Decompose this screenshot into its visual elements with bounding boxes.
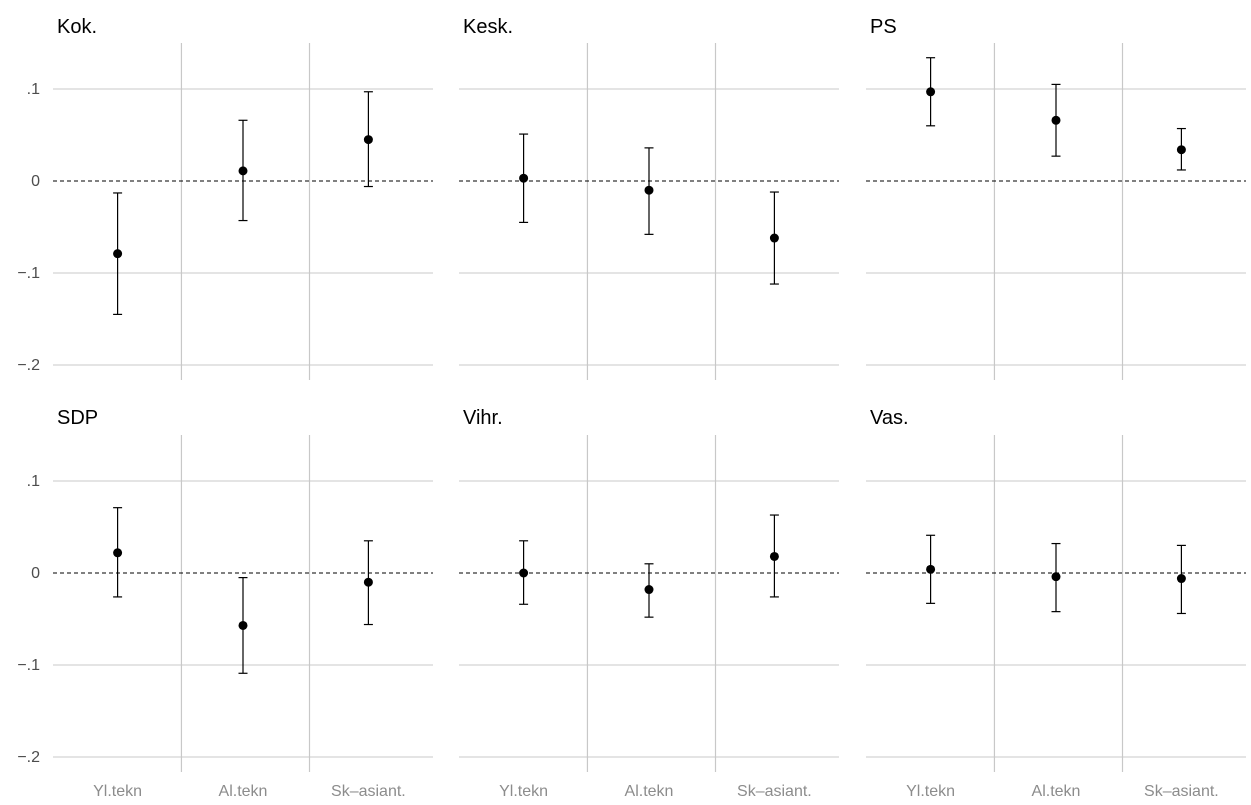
panel-title: Vas. bbox=[870, 407, 909, 429]
y-tick-label: 0 bbox=[31, 565, 40, 582]
y-tick-label: .1 bbox=[27, 81, 40, 98]
estimate-point bbox=[644, 585, 654, 595]
estimate-point bbox=[363, 135, 373, 145]
panel-title: PS bbox=[870, 16, 897, 38]
y-tick-label: −.2 bbox=[17, 749, 40, 766]
x-category-label: Yl.tekn bbox=[906, 783, 955, 800]
estimate-point bbox=[519, 568, 529, 578]
panel-title: SDP bbox=[57, 407, 98, 429]
estimate-point bbox=[926, 87, 936, 97]
estimate-point bbox=[1051, 572, 1061, 582]
y-tick-label: 0 bbox=[31, 173, 40, 190]
panel-title: Vihr. bbox=[463, 407, 503, 429]
panel-title: Kok. bbox=[57, 16, 97, 38]
estimate-point bbox=[113, 249, 123, 259]
estimate-point bbox=[363, 577, 373, 587]
y-tick-label: .1 bbox=[27, 473, 40, 490]
x-category-label: Al.tekn bbox=[219, 783, 268, 800]
estimate-point bbox=[1176, 574, 1186, 584]
estimate-point bbox=[769, 551, 779, 561]
x-category-label: Sk–asiant. bbox=[1144, 783, 1219, 800]
estimate-point bbox=[1051, 115, 1061, 125]
estimate-point bbox=[519, 173, 529, 183]
x-category-label: Sk–asiant. bbox=[331, 783, 406, 800]
panel-title: Kesk. bbox=[463, 16, 513, 38]
estimate-point bbox=[113, 548, 123, 558]
estimate-point bbox=[238, 620, 248, 630]
estimate-point bbox=[1176, 145, 1186, 155]
x-category-label: Al.tekn bbox=[625, 783, 674, 800]
x-category-label: Yl.tekn bbox=[499, 783, 548, 800]
x-category-label: Sk–asiant. bbox=[737, 783, 812, 800]
y-tick-label: −.2 bbox=[17, 357, 40, 374]
estimate-point bbox=[238, 166, 248, 176]
y-tick-label: −.1 bbox=[17, 657, 40, 674]
estimate-point bbox=[644, 185, 654, 195]
x-category-label: Yl.tekn bbox=[93, 783, 142, 800]
y-tick-label: −.1 bbox=[17, 265, 40, 282]
estimate-point bbox=[926, 564, 936, 574]
estimate-point bbox=[769, 233, 779, 243]
x-category-label: Al.tekn bbox=[1032, 783, 1081, 800]
